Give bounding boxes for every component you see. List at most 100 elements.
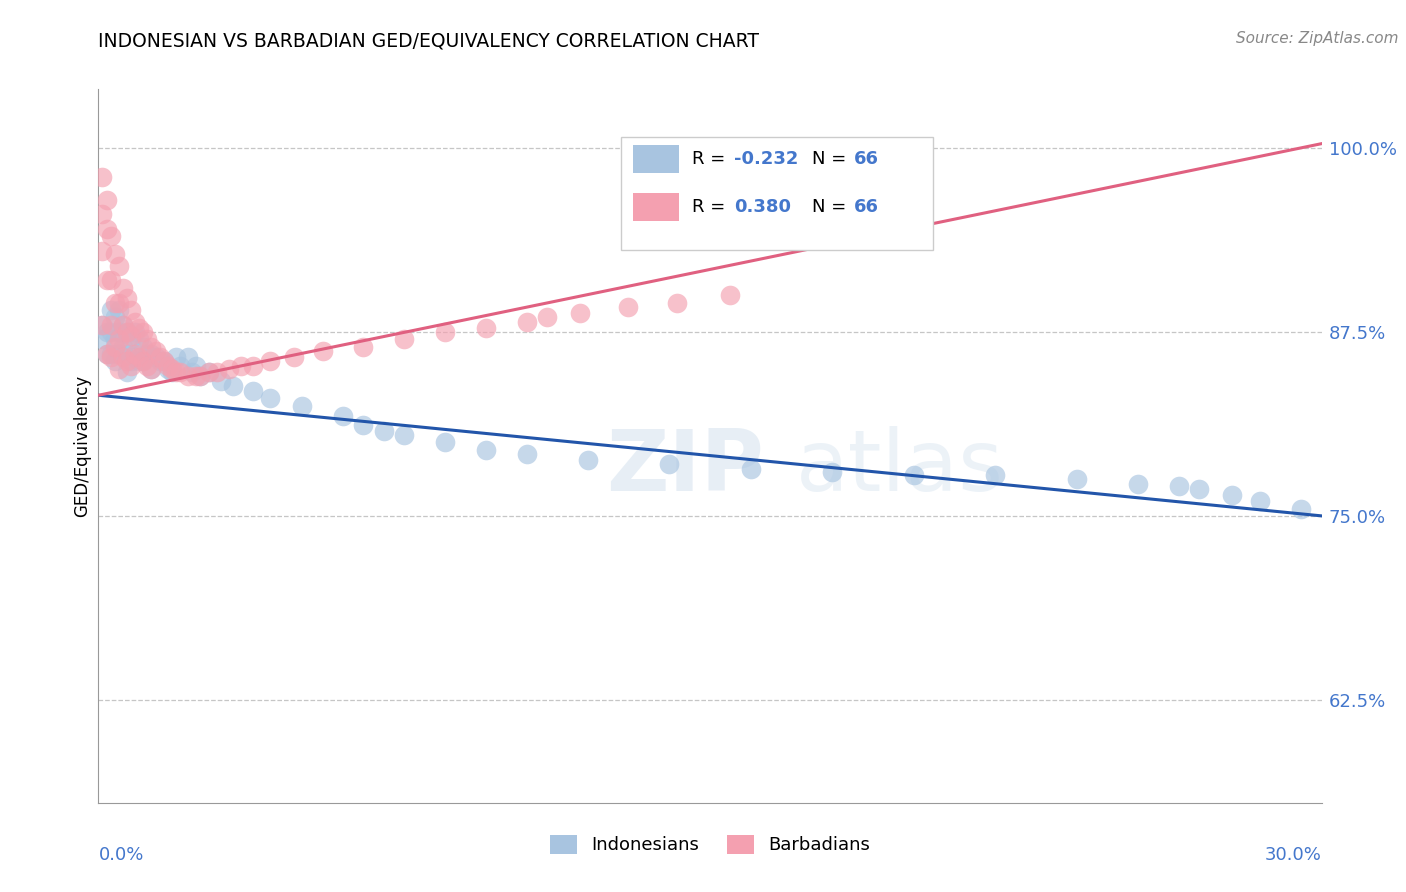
Point — [617, 300, 640, 314]
Point — [136, 347, 159, 361]
Point — [120, 302, 142, 317]
Text: Source: ZipAtlas.com: Source: ZipAtlas.com — [1236, 31, 1399, 46]
Point — [312, 344, 335, 359]
Text: ZIP: ZIP — [606, 425, 763, 509]
Point — [332, 409, 354, 423]
Point — [124, 350, 146, 364]
Point — [160, 365, 183, 379]
Point — [197, 365, 219, 379]
Point — [1188, 483, 1211, 497]
Point — [100, 273, 122, 287]
Text: 0.0%: 0.0% — [98, 846, 143, 863]
Point — [132, 354, 155, 368]
Point — [124, 347, 146, 361]
Point — [536, 310, 558, 325]
Point — [111, 281, 134, 295]
Point — [984, 467, 1007, 482]
Point — [100, 350, 122, 364]
Point — [516, 447, 538, 461]
Text: 66: 66 — [855, 198, 879, 216]
Point — [128, 350, 150, 364]
Point — [152, 354, 174, 368]
Point — [149, 354, 172, 368]
Point — [209, 374, 232, 388]
Point — [91, 332, 114, 346]
Text: atlas: atlas — [796, 425, 1004, 509]
Point — [108, 295, 131, 310]
Point — [188, 369, 212, 384]
Point — [104, 247, 127, 261]
Point — [181, 365, 204, 379]
Point — [128, 320, 150, 334]
Point — [108, 302, 131, 317]
Point — [108, 347, 131, 361]
Point — [91, 318, 114, 332]
Point — [516, 315, 538, 329]
Point — [740, 462, 762, 476]
Point — [104, 332, 127, 346]
Point — [152, 354, 174, 368]
Text: INDONESIAN VS BARBADIAN GED/EQUIVALENCY CORRELATION CHART: INDONESIAN VS BARBADIAN GED/EQUIVALENCY … — [98, 31, 759, 50]
Text: 30.0%: 30.0% — [1265, 846, 1322, 863]
Point — [96, 347, 118, 361]
Point — [149, 350, 172, 364]
Point — [100, 302, 122, 317]
Point — [120, 359, 142, 373]
Point — [259, 391, 281, 405]
Point — [1128, 476, 1150, 491]
Point — [91, 318, 114, 332]
Point — [108, 332, 131, 346]
Point — [108, 361, 131, 376]
Point — [666, 295, 689, 310]
Point — [115, 365, 138, 379]
Point — [373, 424, 395, 438]
Point — [568, 306, 591, 320]
Point — [283, 350, 305, 364]
Point — [91, 207, 114, 221]
Point — [108, 325, 131, 339]
Point — [156, 361, 179, 376]
Point — [96, 347, 118, 361]
Point — [115, 325, 138, 339]
Point — [177, 369, 200, 384]
FancyBboxPatch shape — [633, 193, 679, 221]
Point — [197, 365, 219, 379]
Point — [1291, 501, 1313, 516]
Point — [141, 347, 163, 361]
Point — [242, 359, 264, 373]
Point — [169, 365, 191, 379]
Point — [124, 325, 146, 339]
Point — [177, 350, 200, 364]
Point — [188, 369, 212, 384]
Point — [434, 435, 457, 450]
Point — [111, 318, 134, 332]
Point — [165, 350, 187, 364]
Point — [141, 361, 163, 376]
Point — [222, 379, 245, 393]
Point — [291, 399, 314, 413]
Text: 0.380: 0.380 — [734, 198, 792, 216]
Point — [96, 325, 118, 339]
Point — [96, 273, 118, 287]
Point — [96, 222, 118, 236]
Point — [186, 369, 208, 384]
Point — [115, 325, 138, 339]
Point — [115, 291, 138, 305]
Text: -0.232: -0.232 — [734, 150, 799, 168]
Point — [132, 340, 155, 354]
Point — [132, 325, 155, 339]
Point — [242, 384, 264, 398]
Point — [104, 354, 127, 368]
Text: N =: N = — [811, 198, 852, 216]
Point — [91, 244, 114, 258]
Point — [474, 320, 498, 334]
Point — [576, 453, 599, 467]
Point — [903, 467, 925, 482]
Point — [720, 288, 742, 302]
Point — [259, 354, 281, 368]
Y-axis label: GED/Equivalency: GED/Equivalency — [73, 375, 91, 517]
Point — [132, 354, 155, 368]
Point — [186, 359, 208, 373]
Legend: Indonesians, Barbadians: Indonesians, Barbadians — [543, 828, 877, 862]
Point — [108, 259, 131, 273]
